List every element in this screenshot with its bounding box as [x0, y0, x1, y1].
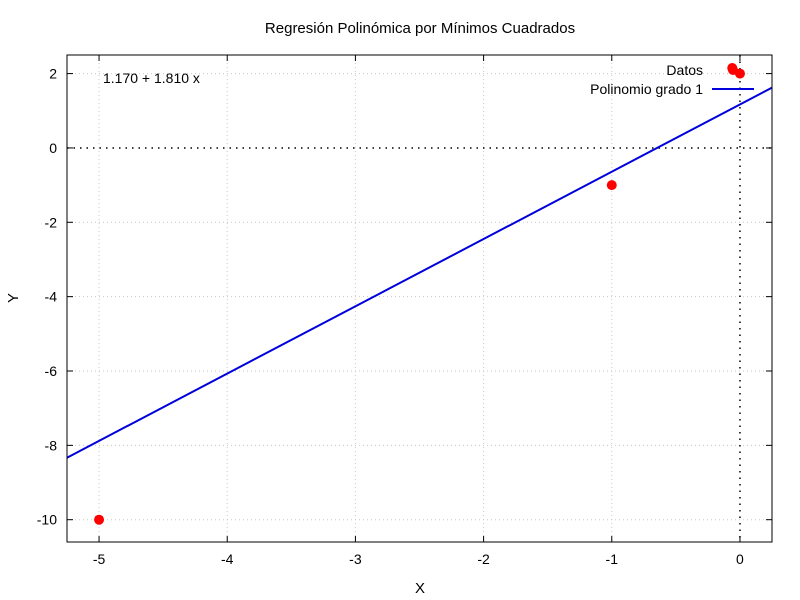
x-axis-title: X [415, 580, 425, 597]
y-tick-label: -8 [45, 437, 58, 453]
legend: Datos Polinomio grado 1 [590, 62, 754, 97]
x-tick-label: -1 [606, 551, 619, 567]
zero-axes [67, 55, 772, 542]
y-tick-label: 0 [49, 140, 57, 156]
y-tick-label: -6 [45, 363, 58, 379]
x-tick-label: -4 [221, 551, 234, 567]
data-point [94, 514, 105, 525]
y-tick-label: -4 [45, 289, 58, 305]
x-tick-label: -3 [349, 551, 362, 567]
fit-equation-annotation: 1.170 + 1.810 x [103, 70, 200, 86]
fit-line [67, 86, 772, 459]
grid [67, 55, 772, 542]
y-tick-label: -2 [45, 214, 58, 230]
chart-title: Regresión Polinómica por Mínimos Cuadrad… [265, 20, 575, 37]
data-point [606, 180, 617, 191]
y-tick-label: 2 [49, 66, 57, 82]
plot-frame [66, 54, 773, 543]
legend-label-polinomio: Polinomio grado 1 [590, 81, 703, 97]
legend-label-datos: Datos [666, 62, 703, 78]
x-tick-label: 0 [736, 551, 744, 567]
y-tick-label: -10 [37, 512, 57, 528]
axis-ticks: -5 -4 -3 -2 -1 0-10-8-6-4-202 [37, 55, 772, 567]
x-tick-label: -5 [93, 551, 106, 567]
legend-marker-datos [728, 65, 738, 75]
x-tick-label: -2 [477, 551, 490, 567]
y-axis-title: Y [5, 293, 22, 303]
